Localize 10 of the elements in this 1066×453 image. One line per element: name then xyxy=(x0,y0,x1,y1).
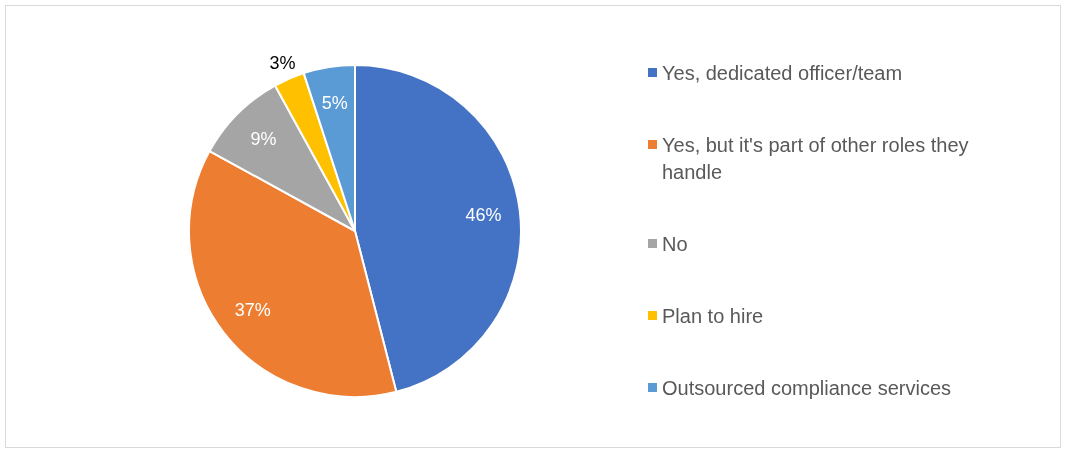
legend-label: Yes, but it's part of other roles they handle xyxy=(662,134,969,183)
data-label: 37% xyxy=(234,300,271,321)
data-label: 3% xyxy=(269,53,296,74)
legend-label: Plan to hire xyxy=(662,305,764,327)
data-label: 5% xyxy=(321,93,348,114)
legend-label: Yes, dedicated officer/team xyxy=(662,62,903,84)
legend-label: Outsourced compliance services xyxy=(662,377,952,399)
legend-label: No xyxy=(662,233,688,255)
data-label: 9% xyxy=(250,129,277,150)
data-label: 46% xyxy=(465,204,502,225)
